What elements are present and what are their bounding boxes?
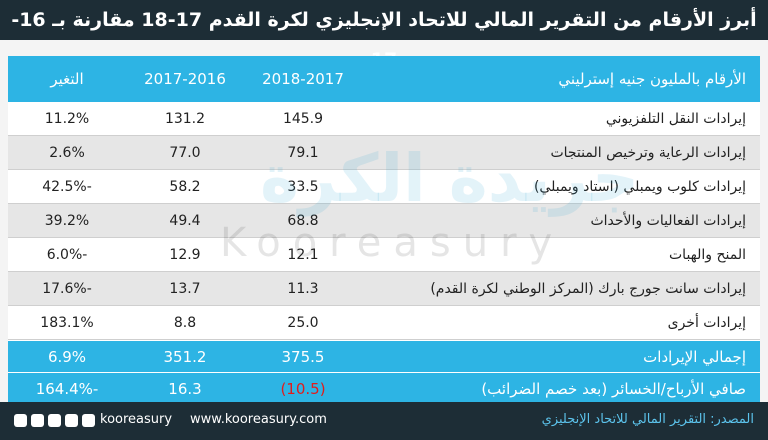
table-row: إيرادات النقل التلفزيوني 145.9 131.2 11.2% [8,102,760,136]
cell: إيرادات الفعاليات والأحداث [590,212,746,229]
cell: 375.5 [281,347,325,366]
column-header: الأرقام بالمليون جنيه إسترليني [558,70,746,88]
cell: 39.2% [44,212,90,229]
cell: 351.2 [163,347,207,366]
cell: 8.8 [173,314,197,331]
website[interactable]: www.kooreasury.com [190,412,327,427]
social-icon[interactable] [48,414,61,427]
cell: 131.2 [164,110,206,127]
social-icon[interactable] [14,414,27,427]
column-header: 2017-2016 [144,70,226,88]
table-row: إيرادات أخرى 25.0 8.8 183.1% [8,306,760,340]
table-row: إيرادات الرعاية وترخيص المنتجات 79.1 77.0 2… [8,136,760,170]
total-row: صافي الأرباح/الخسائر (بعد خصم الضرائب) (1… [8,372,760,404]
column-header: 2018-2017 [262,70,344,88]
watermark: Kooreasury [220,220,565,266]
cell: إيرادات الرعاية وترخيص المنتجات [550,144,746,161]
cell: إيرادات أخرى [667,314,746,331]
brand: kooreasury [100,412,173,427]
cell: صافي الأرباح/الخسائر (بعد خصم الضرائب) [481,379,746,398]
cell: إيرادات النقل التلفزيوني [605,110,746,127]
cell: 68.8 [287,212,319,229]
cell: 77.0 [169,144,201,161]
cell: (10.5) [280,379,326,398]
cell: 42.5%- [42,178,92,195]
cell: 49.4 [169,212,201,229]
cell: 6.0%- [46,246,88,263]
cell: 33.5 [287,178,319,195]
watermark: جريدة الكرة [260,140,640,217]
cell: إجمالي الإيرادات [643,347,746,366]
cell: المنح والهبات [669,246,746,263]
cell: 2.6% [49,144,85,161]
social-icon[interactable] [65,414,78,427]
table-row: إيرادات كلوب ويمبلي (استاد ويمبلي) 33.5 58… [8,170,760,204]
cell: 6.9% [47,347,87,366]
column-header: التغير [50,70,84,88]
social-icon[interactable] [31,414,44,427]
cell: 17.6%- [42,280,92,297]
table-row: المنح والهبات 12.1 12.9 6.0%- [8,238,760,272]
table-body: إيرادات النقل التلفزيوني 145.9 131.2 11.2% إ… [8,102,760,340]
cell: 12.9 [169,246,201,263]
cell: 145.9 [282,110,324,127]
cell: 25.0 [287,314,319,331]
title: أبرز الأرقام من التقرير المالي للاتحاد ا… [0,0,768,71]
footer: kooreasury www.kooreasury.com المصدر: ال… [0,402,768,440]
header-row: الأرقام بالمليون جنيه إسترليني 2018-2017 2… [8,56,760,102]
cell: إيرادات سانت جورج بارك (المركز الوطني لك… [430,280,746,297]
total-row: إجمالي الإيرادات 375.5 351.2 6.9% [8,340,760,372]
cell: 16.3 [168,379,202,398]
cell: 11.2% [44,110,90,127]
cell: 58.2 [169,178,201,195]
cell: 13.7 [169,280,201,297]
cell: 11.3 [287,280,319,297]
cell: إيرادات كلوب ويمبلي (استاد ويمبلي) [533,178,746,195]
source: المصدر: التقرير المالي للاتحاد الإنجليزي [541,412,754,427]
table: الأرقام بالمليون جنيه إسترليني 2018-2017 2… [8,56,760,404]
social-icon[interactable] [82,414,95,427]
cell: 164.4%- [35,379,99,398]
cell: 183.1% [40,314,94,331]
table-row: إيرادات الفعاليات والأحداث 68.8 49.4 39.2% [8,204,760,238]
table-row: إيرادات سانت جورج بارك (المركز الوطني لك… [8,272,760,306]
cell: 79.1 [287,144,319,161]
cell: 12.1 [287,246,319,263]
